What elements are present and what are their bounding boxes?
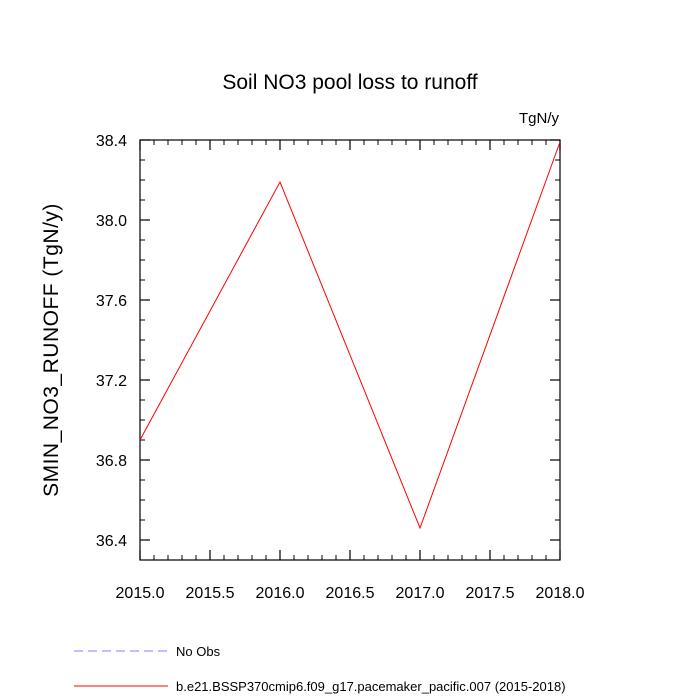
y-tick-label: 38.4 xyxy=(96,133,127,150)
y-tick-label: 38.0 xyxy=(96,213,127,230)
y-tick-label: 37.2 xyxy=(96,373,127,390)
legend-label: b.e21.BSSP370cmip6.f09_g17.pacemaker_pac… xyxy=(176,679,566,694)
series-group xyxy=(139,141,561,530)
x-tick-label: 2017.0 xyxy=(396,585,445,602)
units-label: TgN/y xyxy=(519,110,560,127)
chart-title: Soil NO3 pool loss to runoff xyxy=(222,71,477,94)
y-axis-label: SMIN_NO3_RUNOFF (TgN/y) xyxy=(40,203,63,497)
x-tick-label: 2018.0 xyxy=(536,585,585,602)
x-tick-label: 2017.5 xyxy=(466,585,515,602)
series-line xyxy=(139,141,561,530)
x-tick-label: 2016.0 xyxy=(256,585,305,602)
plot-frame xyxy=(139,139,561,561)
x-tick-label: 2015.0 xyxy=(116,585,165,602)
axis-tick-labels: 2015.0 2015.5 2016.0 2016.5 2017.0 2017.5 2018… xyxy=(96,133,585,602)
legend: No Obs b.e21.BSSP370cmip6.f09_g17.pacemak… xyxy=(74,644,566,694)
y-tick-label: 36.8 xyxy=(96,453,127,470)
y-tick-label: 36.4 xyxy=(96,533,127,550)
axis-ticks xyxy=(139,139,561,561)
legend-label: No Obs xyxy=(176,644,221,659)
x-tick-label: 2016.5 xyxy=(326,585,375,602)
y-tick-label: 37.6 xyxy=(96,293,127,310)
x-tick-label: 2015.5 xyxy=(186,585,235,602)
